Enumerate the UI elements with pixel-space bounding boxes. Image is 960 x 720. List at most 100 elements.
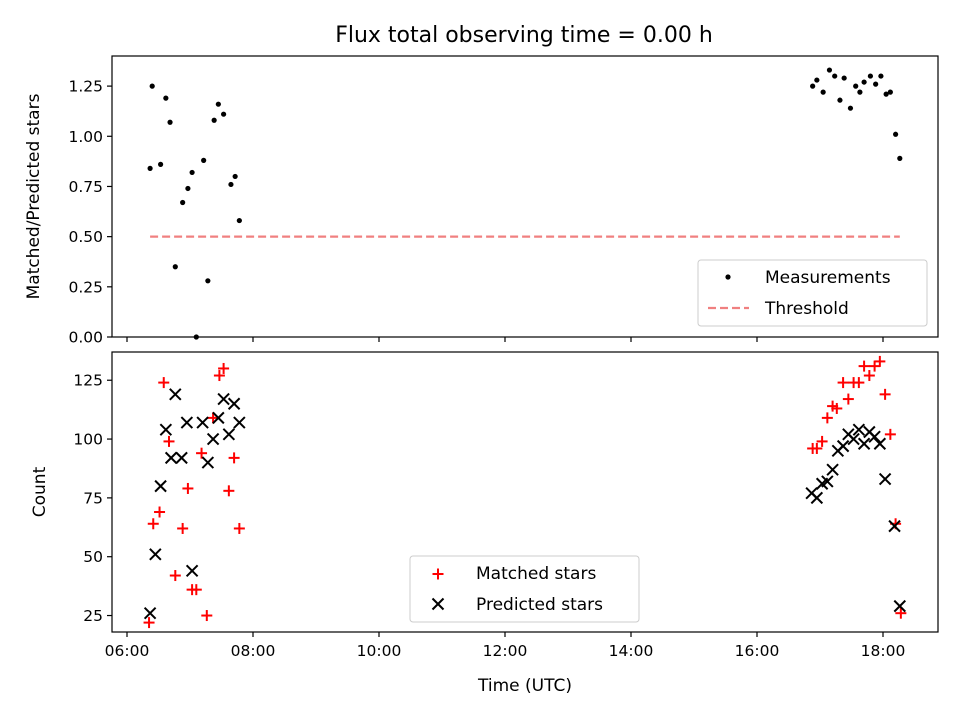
legend-label-threshold: Threshold (764, 299, 849, 319)
predicted-star-point (159, 423, 173, 436)
x-axis-label: Time (UTC) (477, 676, 572, 696)
measurement-point (158, 161, 164, 167)
top-axes-frame (111, 55, 939, 338)
x-stroke-b (233, 416, 246, 429)
x-stroke-b (868, 430, 881, 443)
predicted-star-point (227, 397, 241, 410)
x-stroke-b (227, 397, 241, 410)
measurement-point (887, 89, 893, 95)
x-stroke-b (149, 548, 162, 561)
measurement-point (810, 83, 816, 89)
measurement-point (185, 185, 191, 192)
y-tick-label: 100 (73, 431, 103, 449)
matched-star-point (196, 447, 208, 459)
y-axis-label: Count (30, 466, 50, 517)
x-stroke-b (154, 479, 167, 493)
measurement-point (893, 131, 899, 137)
predicted-star-point (821, 475, 834, 488)
legend-marker-measurements (725, 274, 731, 280)
predicted-star-point (185, 564, 199, 578)
predicted-star-point (222, 428, 236, 441)
predicted-star-point (164, 451, 178, 465)
measurement-point (189, 169, 195, 176)
matched-star-point (842, 393, 854, 405)
measurement-point (832, 73, 838, 79)
predicted-star-point (180, 416, 194, 429)
predicted-star-point (196, 416, 209, 429)
x-tick-label: 16:00 (735, 642, 780, 660)
legend-box (697, 259, 928, 327)
x-tick-label: 14:00 (609, 642, 654, 660)
x-stroke-b (893, 599, 907, 613)
matched-star-point (154, 506, 166, 518)
y-tick-label: 0.50 (68, 228, 103, 246)
legend-label-matched: Matched stars (476, 564, 596, 584)
x-tick-label: 10:00 (357, 642, 402, 660)
x-stroke-b (431, 597, 445, 611)
measurement-point (215, 101, 221, 107)
y-tick-label: 75 (83, 489, 103, 507)
matched-star-point (213, 370, 225, 382)
matched-star-point (190, 584, 202, 596)
matched-star-point (218, 362, 230, 374)
predicted-star-point (149, 548, 162, 561)
matched-star-point (207, 412, 219, 424)
measurement-point (211, 117, 217, 123)
measurement-point (873, 81, 879, 87)
matched-star-point (895, 607, 907, 619)
measurement-point (826, 67, 833, 73)
matched-star-point (858, 360, 870, 372)
measurement-point (172, 264, 178, 270)
x-stroke-b (857, 437, 871, 450)
matched-star-point (863, 370, 875, 382)
matched-star-point (821, 412, 833, 424)
measurement-point (857, 89, 863, 95)
predicted-star-point (154, 479, 167, 493)
measurement-point (201, 157, 207, 163)
y-axis-label: Matched/Predicted stars (24, 93, 44, 299)
predicted-star-point (868, 430, 881, 443)
measurement-point (837, 97, 843, 103)
legend-marker-matched (432, 568, 444, 580)
measurement-point (180, 199, 186, 206)
matched-star-point (147, 518, 159, 530)
x-stroke-b (810, 491, 824, 505)
bottom-axes-frame (111, 351, 939, 633)
measurement-point (163, 95, 169, 101)
matched-star-point (169, 570, 181, 582)
measurement-point (232, 173, 238, 180)
predicted-star-point (810, 491, 824, 505)
x-stroke-b (888, 519, 901, 533)
measurement-point (878, 73, 884, 79)
predicted-star-point (217, 392, 230, 406)
x-stroke-b (847, 432, 860, 446)
measurement-point (147, 165, 153, 171)
x-stroke-b (878, 472, 892, 486)
measurement-point (820, 89, 826, 95)
x-stroke-b (836, 439, 850, 453)
predicted-star-point (169, 388, 182, 401)
predicted-star-point (878, 472, 892, 486)
predicted-star-point (143, 606, 157, 620)
measurement-point (841, 75, 847, 81)
y-tick-label: 25 (83, 607, 103, 625)
measurement-point (853, 83, 859, 89)
matched-star-point (201, 610, 213, 622)
matched-star-point (233, 522, 245, 534)
y-tick-label: 1.00 (68, 128, 103, 146)
predicted-star-point (175, 451, 188, 465)
chart-title: Flux total observing time = 0.00 h (335, 23, 713, 48)
predicted-star-point (212, 411, 225, 425)
predicted-star-point (201, 456, 215, 469)
y-tick-label: 0.25 (68, 278, 103, 296)
x-stroke-b (222, 428, 236, 441)
matched-star-point (816, 435, 828, 447)
measurement-point (861, 79, 867, 85)
matched-star-point (874, 355, 886, 367)
matched-star-point (177, 522, 189, 534)
predicted-star-point (893, 599, 907, 613)
legend-label-measurements: Measurements (765, 268, 891, 288)
legend-box (409, 555, 640, 623)
x-stroke-b (175, 451, 188, 465)
x-stroke-b (169, 388, 182, 401)
